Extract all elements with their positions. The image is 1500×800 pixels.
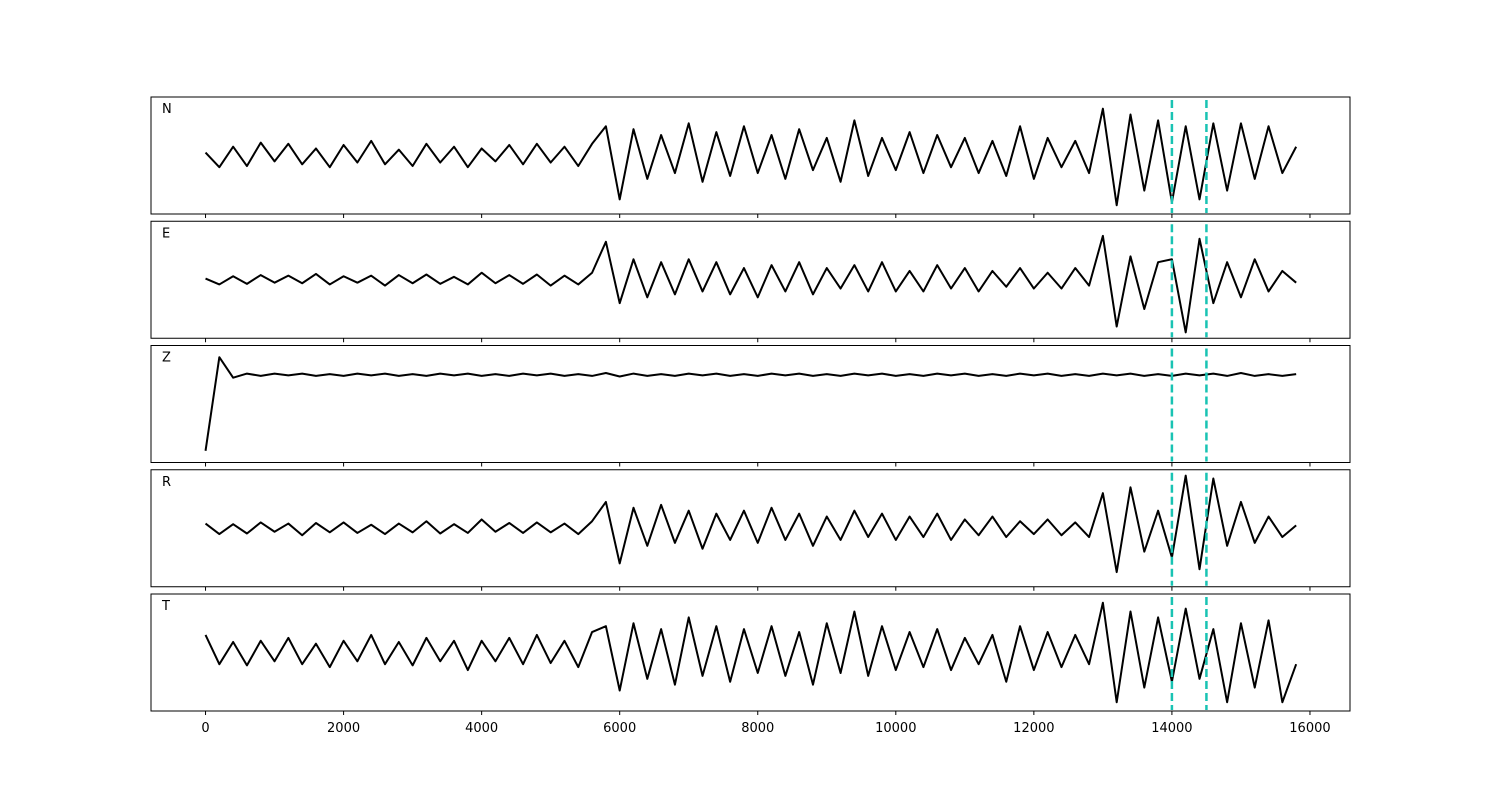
x-tick-label: 2000 [327,721,360,736]
trace [204,474,1297,574]
panel-frame [150,469,1351,588]
x-tick-label: 14000 [1151,721,1192,736]
panel-label: T [161,599,170,614]
trace [204,356,1297,451]
x-tick-label: 10000 [875,721,916,736]
x-tick-label: 12000 [1013,721,1054,736]
x-tick-label: 4000 [465,721,498,736]
panel-label: Z [162,351,171,366]
x-tick-label: 16000 [1289,721,1330,736]
panel-frame [150,96,1351,215]
x-tick-label: 0 [201,721,209,736]
panel-frame [150,593,1351,712]
trace [204,601,1298,704]
panel-label: E [162,226,170,241]
trace [205,234,1297,334]
trace [204,107,1298,207]
panel-frame [150,220,1351,339]
panel-frame [150,345,1351,463]
x-tick-label: 8000 [741,721,774,736]
panel-label: N [162,102,172,117]
x-tick-label: 6000 [603,721,636,736]
panel-label: R [162,475,171,490]
